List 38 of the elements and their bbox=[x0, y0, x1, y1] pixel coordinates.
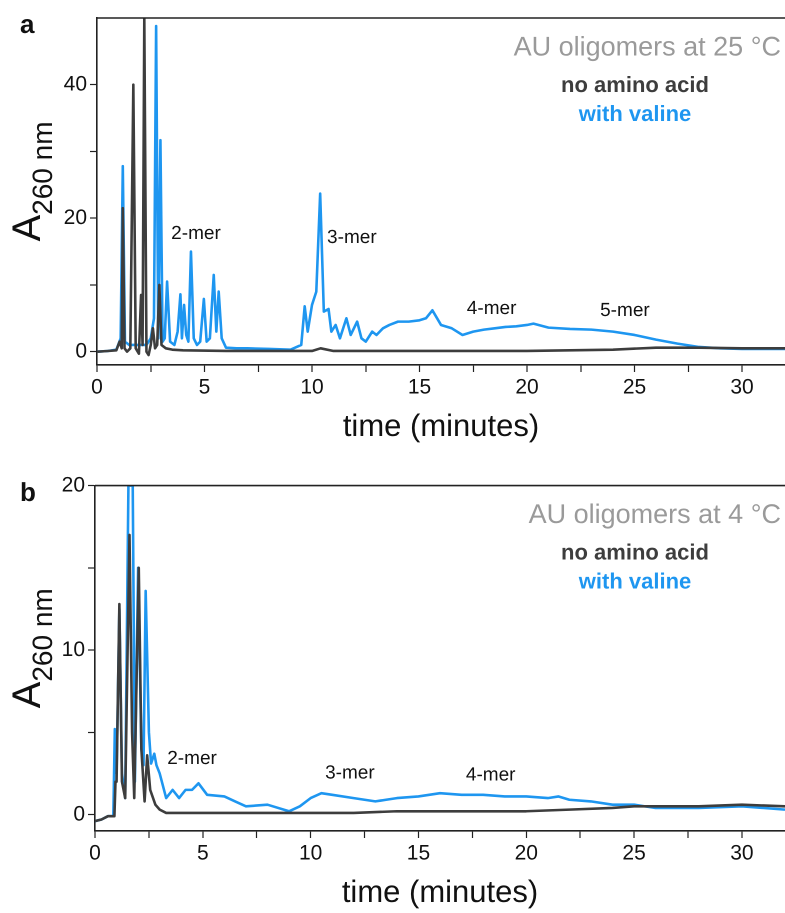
x-tick-label: 10 bbox=[300, 375, 324, 398]
x-tick-label: 10 bbox=[298, 841, 322, 864]
x-tick-label: 15 bbox=[406, 841, 430, 864]
x-tick-label: 30 bbox=[730, 375, 754, 398]
x-axis-title: time (minutes) bbox=[342, 874, 538, 909]
text: AU oligomers at 25 °C bbox=[514, 31, 781, 62]
annotation: 4-mer bbox=[466, 764, 516, 786]
x-tick-label: 20 bbox=[514, 841, 538, 864]
y-axis-title: A260 nm bbox=[5, 588, 58, 708]
y-axis-title: A260 nm bbox=[5, 121, 58, 242]
annotation: 3-mer bbox=[325, 762, 376, 784]
annotation: 5-mer bbox=[600, 300, 650, 322]
y-tick-label: 20 bbox=[62, 473, 85, 496]
text: no amino acid bbox=[561, 72, 709, 98]
text: a bbox=[20, 9, 35, 40]
x-tick-label: 0 bbox=[91, 375, 103, 398]
y-tick-label: 40 bbox=[64, 72, 87, 96]
x-tick-label: 20 bbox=[515, 375, 539, 398]
x-tick-label: 25 bbox=[622, 375, 646, 398]
annotation: 2-mer bbox=[167, 748, 218, 769]
text: no amino acid bbox=[561, 540, 709, 565]
annotation: 2-mer bbox=[171, 222, 222, 244]
text: b bbox=[20, 476, 36, 507]
annotation: 3-mer bbox=[327, 226, 378, 248]
x-tick-label: 25 bbox=[622, 841, 646, 864]
x-tick-label: 5 bbox=[198, 375, 210, 398]
y-tick-label: 0 bbox=[73, 802, 85, 826]
y-tick-label: 0 bbox=[75, 339, 87, 362]
y-tick-label: 20 bbox=[64, 206, 87, 229]
text: with valine bbox=[578, 101, 692, 126]
y-tick-label: 10 bbox=[62, 638, 85, 661]
x-tick-label: 15 bbox=[408, 375, 432, 398]
text: with valine bbox=[578, 568, 692, 594]
annotation: 4-mer bbox=[466, 298, 518, 320]
x-tick-label: 5 bbox=[196, 841, 209, 864]
text: AU oligomers at 4 °C bbox=[528, 499, 781, 530]
x-tick-label: 30 bbox=[730, 841, 754, 864]
x-axis-title: time (minutes) bbox=[342, 408, 540, 443]
